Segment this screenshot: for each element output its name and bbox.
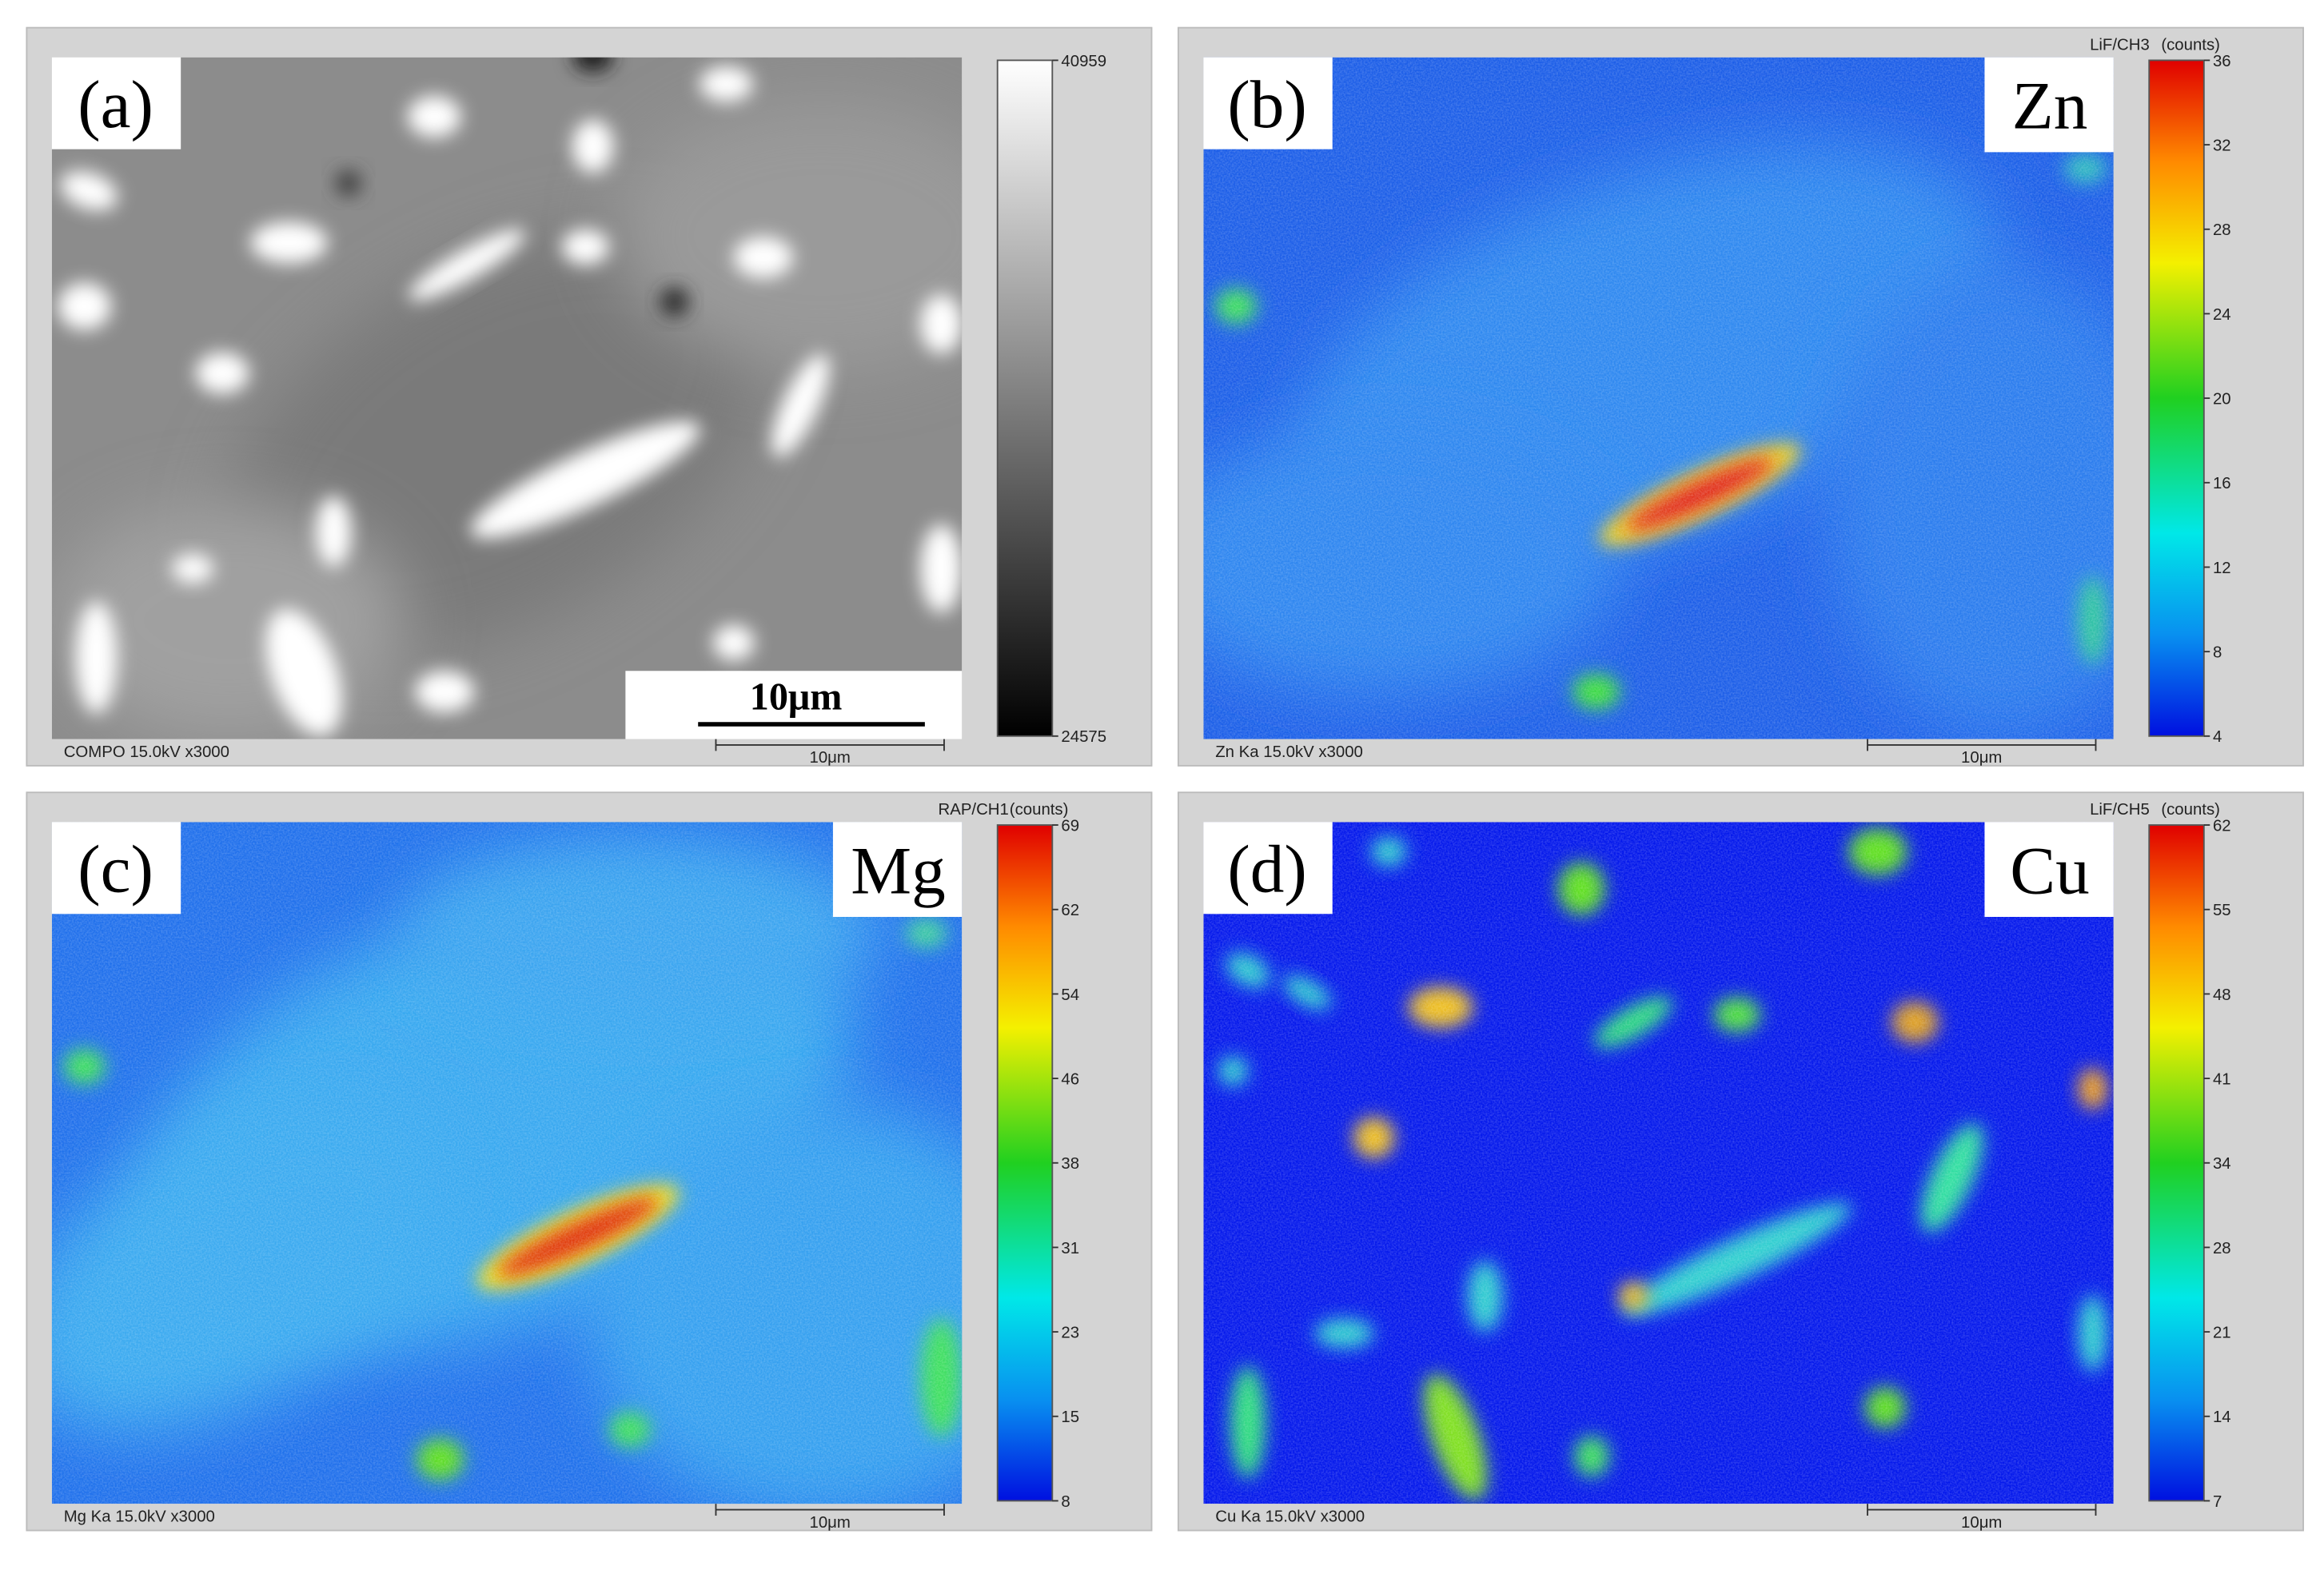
colorbar-tick-label: 34: [2213, 1155, 2231, 1173]
unit-label: (counts): [1010, 801, 1069, 819]
map-feature: [75, 601, 118, 715]
unit-label: (counts): [2161, 801, 2220, 819]
map-noise: [1203, 822, 2114, 1504]
colorbar-tick-label: 28: [2213, 1240, 2231, 1257]
map-feature: [712, 624, 755, 661]
map-feature: [700, 66, 753, 102]
colorbar-tick-label: 62: [1061, 902, 1079, 919]
map-feature: [250, 221, 328, 264]
map-feature: [265, 608, 342, 736]
scale-bar-box: [625, 671, 963, 739]
map-feature: [561, 229, 609, 265]
element-label-box: [1984, 57, 2114, 153]
colorbar-tick-label: 36: [2213, 53, 2231, 70]
map-feature: [572, 119, 614, 173]
map-noise: [1203, 57, 2114, 739]
map-image: [51, 822, 963, 1504]
scale-bar-label: 10μm: [750, 675, 843, 718]
colorbar-tick-label: 62: [2213, 817, 2231, 835]
colorbar: [2148, 59, 2205, 737]
colorbar-tick-label: 8: [2213, 644, 2222, 662]
colorbar-tick-label: 23: [1061, 1325, 1079, 1342]
scale-bar-small-label: 10μm: [810, 749, 851, 767]
panel-label-box: [51, 57, 181, 149]
map-feature: [733, 237, 793, 278]
panel-label: (d): [1227, 831, 1306, 907]
footer-label: Zn Ka 15.0kV x3000: [1215, 743, 1363, 761]
colorbar-tick-label: 48: [2213, 986, 2231, 1004]
colorbar-tick-label: 69: [1061, 817, 1079, 835]
channel-label: LiF/CH5: [2090, 801, 2150, 819]
footer-label: Mg Ka 15.0kV x3000: [64, 1508, 215, 1525]
colorbar-tick-label: 20: [2213, 391, 2231, 408]
colorbar-tick-label: 16: [2213, 475, 2231, 492]
colorbar-tick-label: 21: [2213, 1325, 2231, 1342]
colorbar-tick-label: 24: [2213, 306, 2231, 324]
colorbar: [2148, 824, 2205, 1502]
map-feature: [334, 169, 362, 197]
map-feature: [58, 282, 112, 330]
colorbar-tick-label: 15: [1061, 1409, 1079, 1426]
element-label: Mg: [851, 833, 945, 908]
panel-label-box: [1203, 57, 1333, 149]
colorbar-tick-label: 4: [2213, 728, 2222, 746]
map-feature: [920, 524, 963, 613]
panel-label-box: [1203, 822, 1333, 915]
element-label-box: [1984, 822, 2114, 918]
panel: (a) 40959 24575 COMPO 15.0kV x3000 10μm 10μm: [26, 26, 1153, 767]
footer-label: COMPO 15.0kV x3000: [64, 743, 229, 761]
element-label-box: [832, 822, 963, 918]
colorbar: [996, 824, 1054, 1502]
map-feature: [572, 57, 614, 73]
colorbar-tick-label: 28: [2213, 221, 2231, 239]
map-image: [1203, 822, 2114, 1504]
element-label: Cu: [2010, 833, 2090, 908]
colorbar-tick-label: 38: [1061, 1155, 1079, 1173]
scale-bar-small-label: 10μm: [810, 1514, 851, 1532]
map-feature: [470, 420, 700, 539]
panel-label-box: [51, 822, 181, 915]
colorbar-tick-label: 32: [2213, 137, 2231, 155]
panel-label: (a): [78, 67, 153, 142]
colorbar-tick-label: 8: [1061, 1493, 1070, 1511]
map-haze: [615, 102, 963, 369]
channel-label: LiF/CH3: [2090, 36, 2150, 54]
colorbar-tick-label: 46: [1061, 1070, 1079, 1088]
scale-bar-small-label: 10μm: [1961, 1514, 2002, 1532]
colorbar: [996, 59, 1054, 737]
panel-label: (b): [1227, 67, 1306, 142]
map-feature: [407, 95, 461, 137]
colorbar-tick-label: 41: [2213, 1070, 2231, 1088]
colorbar-tick-label: 12: [2213, 560, 2231, 577]
map-feature: [771, 353, 830, 457]
unit-label: (counts): [2161, 36, 2220, 54]
map-noise: [51, 822, 963, 1504]
map-feature: [60, 171, 118, 211]
colorbar-tick-label: 14: [2213, 1409, 2231, 1426]
map-image: [1203, 57, 2114, 739]
panel-label: (c): [78, 831, 153, 907]
channel-label: RAP/CH1: [939, 801, 1009, 819]
footer-label: Cu Ka 15.0kV x3000: [1215, 1508, 1365, 1525]
map-feature: [315, 496, 352, 568]
map-feature: [660, 287, 690, 317]
map-feature: [920, 294, 963, 354]
colorbar-tick-label: 31: [1061, 1240, 1079, 1257]
panel: (c) Mg RAP/CH1 (counts)69 62 54 46 38 31 23 15 8 Mg …: [26, 791, 1153, 1532]
element-label: Zn: [2012, 69, 2088, 144]
map-feature: [409, 229, 525, 301]
colorbar-tick-label: 24575: [1061, 728, 1106, 746]
scale-bar-small-label: 10μm: [1961, 749, 2002, 767]
colorbar-tick-label: 54: [1061, 986, 1079, 1004]
map-feature: [172, 553, 213, 584]
colorbar-tick-label: 7: [2213, 1493, 2222, 1511]
colorbar-tick-label: 55: [2213, 902, 2231, 919]
colorbar-tick-label: 40959: [1061, 53, 1106, 70]
map-feature: [195, 352, 249, 394]
map-feature: [415, 671, 475, 713]
map-image: [51, 57, 963, 739]
